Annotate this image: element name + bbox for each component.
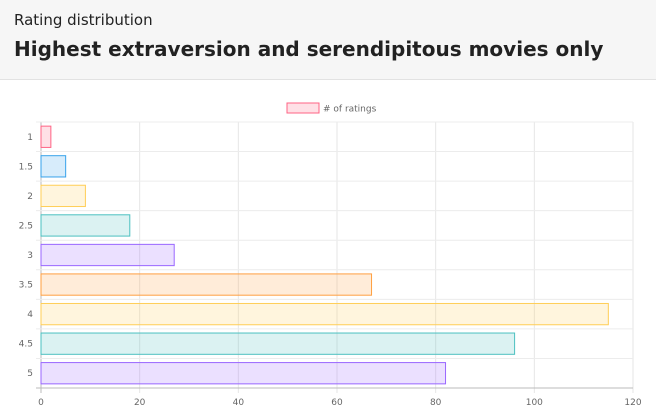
bar-rating-5[interactable]	[40, 362, 447, 385]
bar-rating-2-5[interactable]	[40, 214, 131, 237]
page-header: Rating distribution Highest extraversion…	[0, 0, 656, 80]
y-tick-label: 4	[27, 310, 33, 320]
bar-rating-1-5[interactable]	[40, 155, 67, 178]
bar-rating-4[interactable]	[40, 302, 609, 326]
legend-swatch-ratings[interactable]	[286, 102, 320, 114]
x-tick-label: 20	[134, 398, 146, 408]
x-tick-label: 120	[624, 398, 641, 408]
y-tick-label: 2	[27, 192, 33, 202]
bar-rating-1[interactable]	[40, 125, 52, 148]
bars	[40, 125, 609, 385]
x-tick-label: 100	[526, 398, 543, 408]
page-subtitle: Rating distribution	[14, 11, 153, 29]
y-tick-label: 1	[27, 133, 33, 143]
bar-rating-4-5[interactable]	[40, 332, 516, 355]
y-tick-label: 4.5	[19, 340, 33, 350]
y-tick-label: 2.5	[19, 221, 33, 231]
page-title: Highest extraversion and serendipitous m…	[14, 37, 604, 61]
bar-rating-2[interactable]	[40, 184, 86, 208]
y-tick-label: 3.5	[19, 281, 33, 291]
y-tick-label: 1.5	[19, 162, 33, 172]
x-tick-label: 40	[233, 398, 245, 408]
y-tick-label: 5	[27, 369, 33, 379]
x-tick-label: 60	[331, 398, 343, 408]
y-tick-label: 3	[27, 251, 33, 261]
legend-label-ratings[interactable]: # of ratings	[323, 105, 377, 115]
legend: # of ratings	[286, 102, 377, 115]
x-tick-label: 0	[38, 398, 44, 408]
axes: 0 20 40 60 80 100 120 1 1.5 2 2.5 3 3.5 4 4.5 5	[19, 133, 642, 408]
bar-rating-3-5[interactable]	[40, 273, 373, 296]
x-tick-label: 80	[430, 398, 442, 408]
grid-lines	[36, 121, 634, 393]
bar-rating-3[interactable]	[40, 243, 175, 267]
